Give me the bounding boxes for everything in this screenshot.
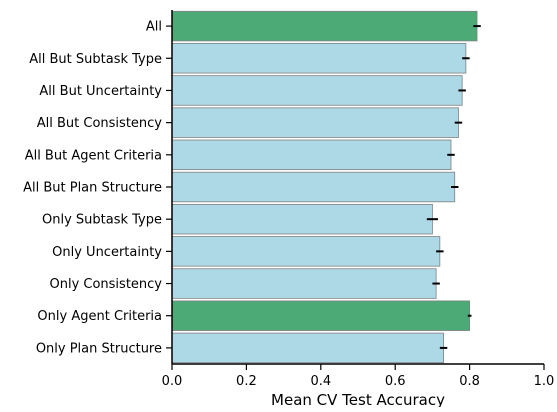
x-axis-title: Mean CV Test Accuracy xyxy=(271,391,445,407)
category-label: All But Uncertainty xyxy=(39,84,162,99)
category-label: All xyxy=(146,20,162,35)
category-label: All But Subtask Type xyxy=(29,52,162,67)
x-tick-label: 0.8 xyxy=(459,374,480,389)
bar xyxy=(171,236,441,267)
category-label: Only Subtask Type xyxy=(42,213,162,228)
bar xyxy=(171,139,452,171)
bar xyxy=(171,75,463,106)
bar xyxy=(171,107,459,138)
category-label: All But Consistency xyxy=(37,116,163,131)
category-label: Only Consistency xyxy=(49,277,162,292)
category-label: Only Uncertainty xyxy=(52,245,162,260)
bar xyxy=(171,10,478,42)
category-labels-group: All All But Subtask Type All But Uncertain… xyxy=(23,20,172,356)
bar xyxy=(171,332,444,364)
x-tick-label: 1.0 xyxy=(534,374,555,389)
x-tick-label: 0.4 xyxy=(310,374,331,389)
category-label: Only Agent Criteria xyxy=(37,309,162,324)
bar xyxy=(171,203,433,235)
x-tick-label: 0.6 xyxy=(385,374,406,389)
bar xyxy=(171,300,471,331)
category-label: All But Plan Structure xyxy=(23,181,162,196)
bar xyxy=(171,268,437,299)
x-tick-label: 0.2 xyxy=(236,374,257,389)
category-label: Only Plan Structure xyxy=(36,341,162,356)
error-bars-group xyxy=(426,25,481,349)
x-ticks-group: 0.0 0.2 0.4 0.6 0.8 1.0 xyxy=(162,364,555,389)
bar xyxy=(171,171,456,203)
bar xyxy=(171,43,467,74)
bars-group xyxy=(171,10,478,364)
x-tick-label: 0.0 xyxy=(162,374,183,389)
category-label: All But Agent Criteria xyxy=(25,148,162,163)
